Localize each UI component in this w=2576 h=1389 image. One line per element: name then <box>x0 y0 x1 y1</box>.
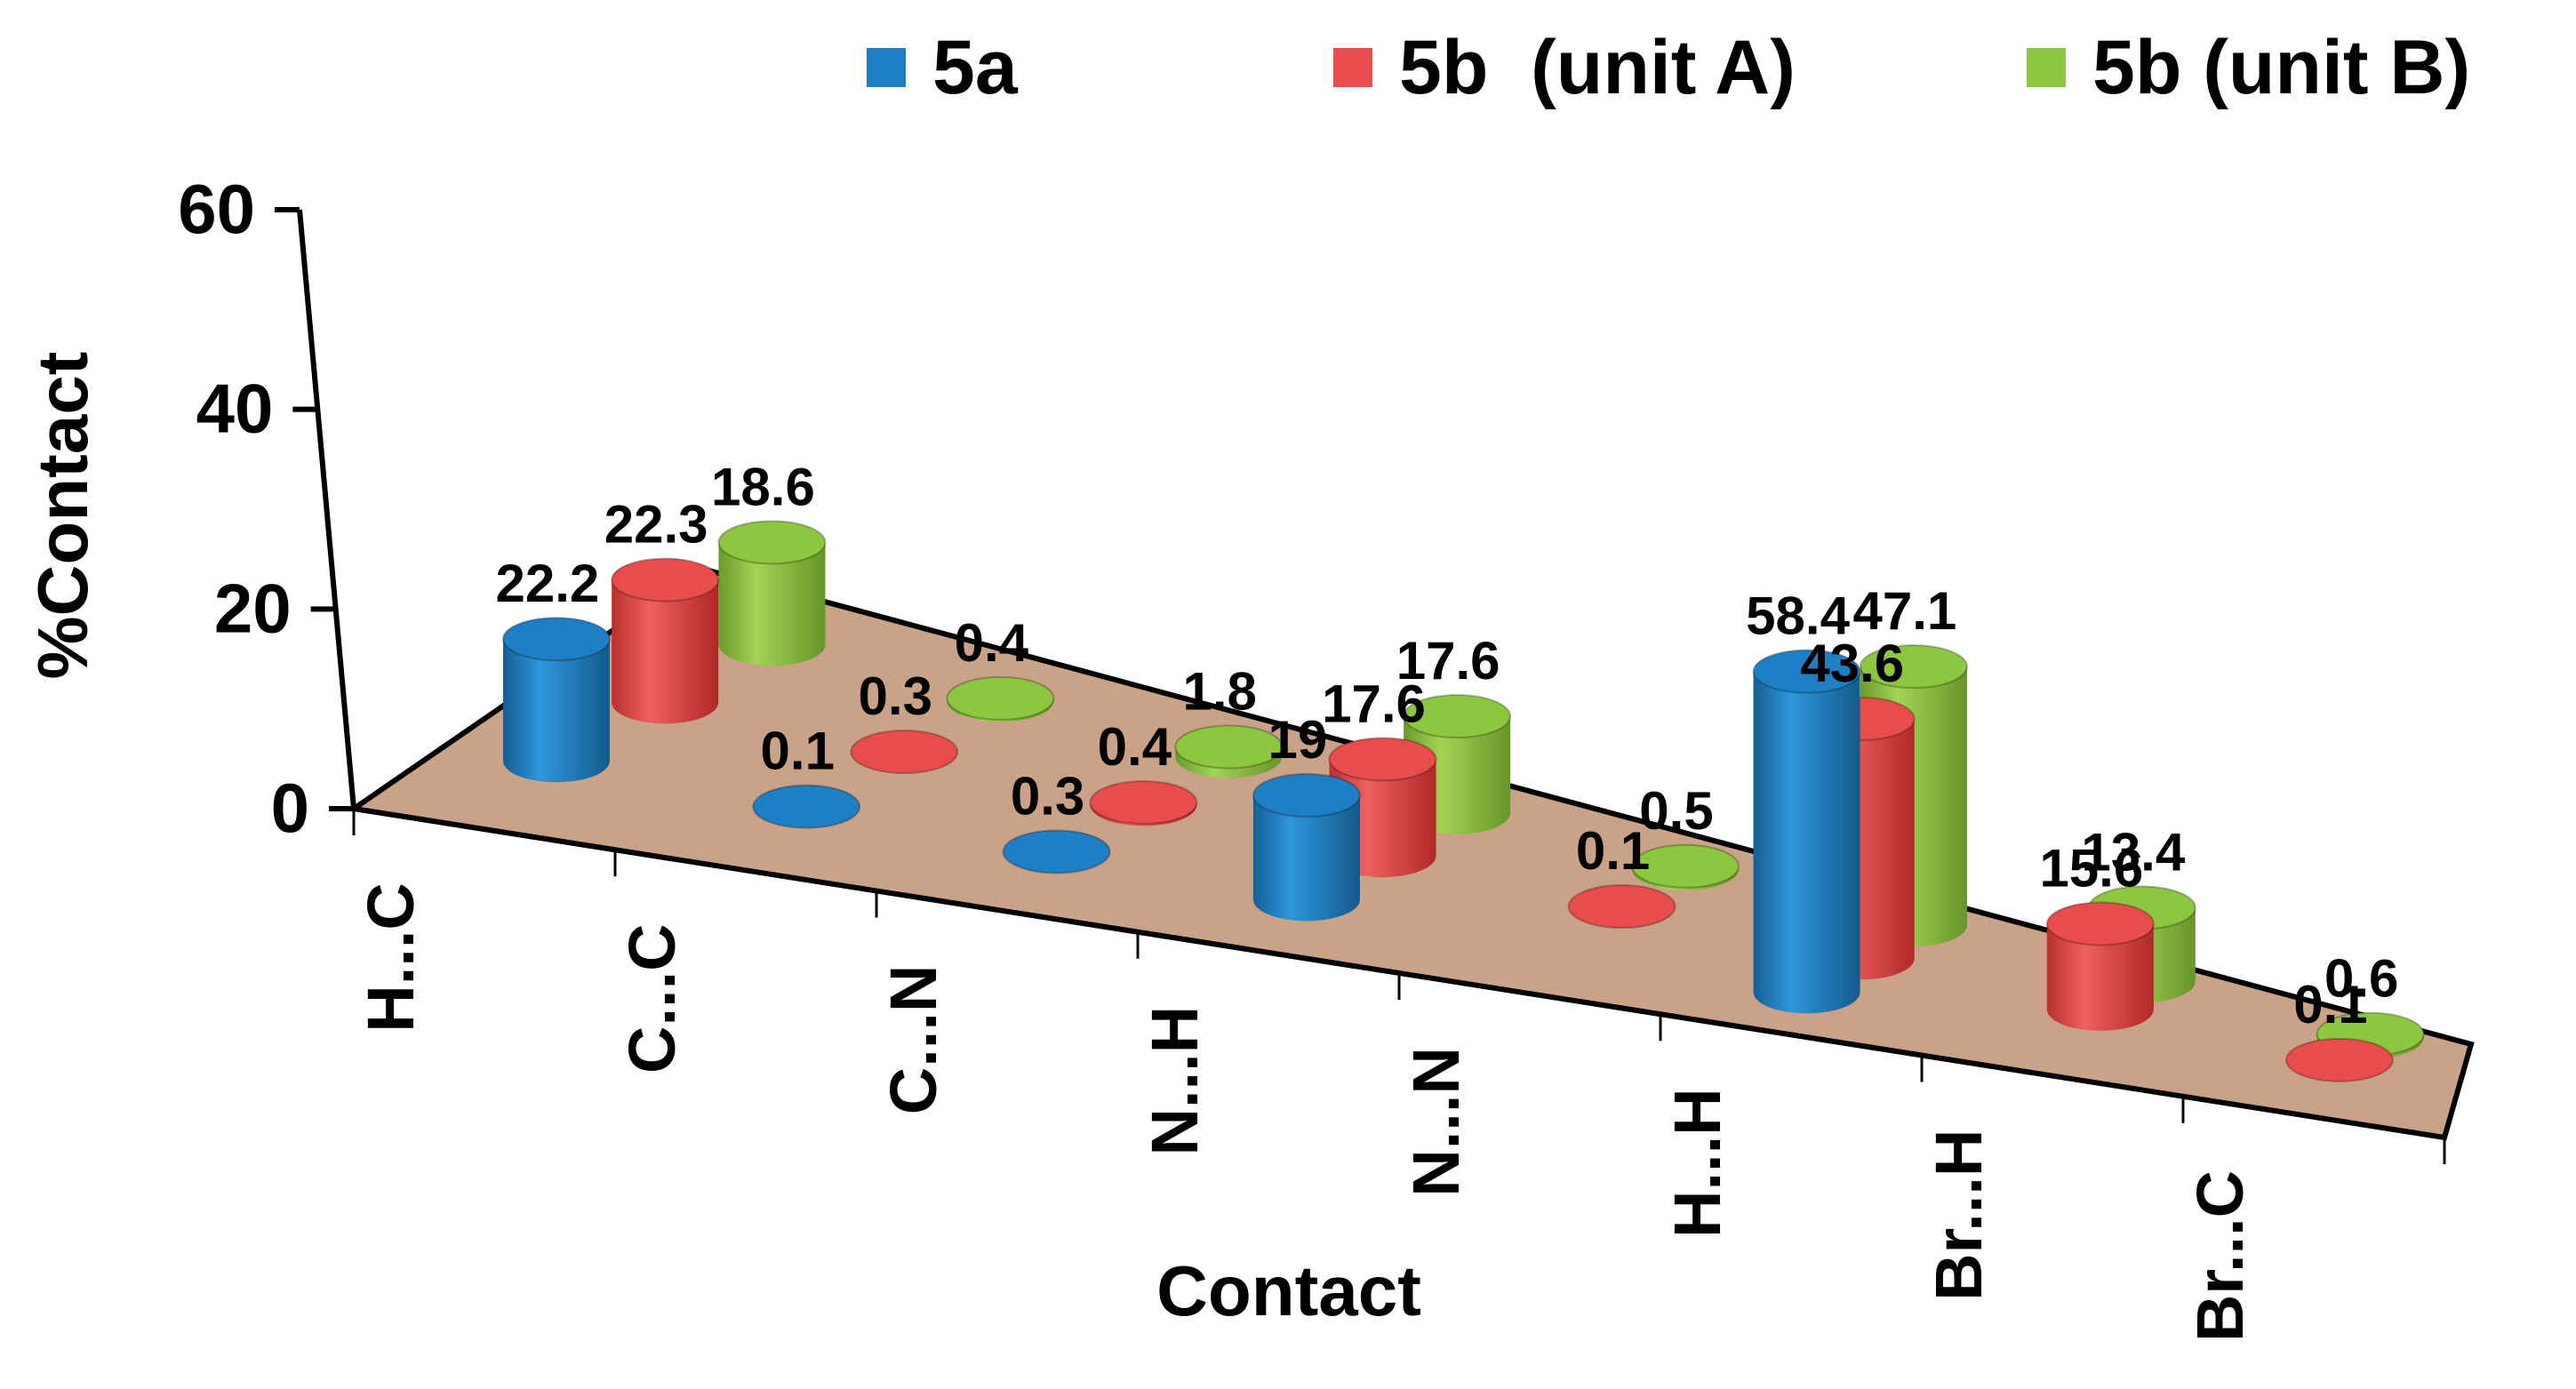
bar-body <box>502 639 610 783</box>
legend-label-5b-unit-b: 5b (unit B) <box>2092 25 2471 110</box>
bar-5a-c-n <box>1002 829 1111 874</box>
data-label-5b-unit-a-h-h: 43.6 <box>1800 634 1904 693</box>
y-tick-label: 0 <box>271 769 309 847</box>
category-label-br-h: Br...H <box>1922 1130 1996 1301</box>
legend-swatch-5a <box>867 48 906 87</box>
data-label-5b-unit-b-br-c: 0.6 <box>2324 949 2398 1009</box>
bar-top <box>850 730 959 775</box>
category-label-br-c: Br...C <box>2183 1170 2257 1342</box>
bars <box>501 520 2425 1082</box>
bar-body <box>612 579 719 724</box>
data-label-5b-unit-a-n-h: 17.6 <box>1322 674 1426 733</box>
category-label-c-n: C...N <box>876 965 950 1115</box>
bar-top <box>1567 884 1676 930</box>
y-axis-line <box>297 209 356 810</box>
legend-label-5b-unit-a: 5b (unit A) <box>1399 25 1796 110</box>
bar-top <box>1252 772 1361 818</box>
category-label-h-c: H...C <box>354 882 428 1033</box>
bar-5a-n-h <box>1252 772 1361 922</box>
bar-5b-unit-a-br-c <box>2284 1037 2394 1082</box>
bar-5b-unit-b-h-c <box>717 520 827 667</box>
bar-top <box>752 784 861 829</box>
bar-body <box>1753 671 1860 1014</box>
bar-5a-c-c <box>752 784 861 829</box>
data-label-5b-unit-b-n-h: 17.6 <box>1396 631 1500 691</box>
data-label-5b-unit-b-n-n: 0.5 <box>1639 781 1713 841</box>
bar-5a-h-h <box>1752 649 1861 1014</box>
legend-item-5b-unit-a: 5b (unit A) <box>1333 23 1796 112</box>
bar-top <box>717 520 827 565</box>
y-tick-label: 20 <box>214 569 292 647</box>
bar-top <box>611 557 720 603</box>
category-label-h-h: H...H <box>1660 1088 1734 1238</box>
x-ticks <box>352 809 2446 1164</box>
legend-item-5a: 5a <box>867 23 1018 112</box>
legend-swatch-5b-unit-a <box>1333 48 1372 87</box>
data-label-5a-h-c: 22.2 <box>496 554 600 613</box>
x-axis-title: Contact <box>1156 1251 1421 1330</box>
bar-top <box>1403 693 1512 738</box>
bar-5a-h-c <box>501 617 611 783</box>
bar-top <box>1089 780 1198 826</box>
data-label-5b-unit-a-c-c: 0.3 <box>859 667 932 726</box>
bar-top <box>1752 649 1861 694</box>
legend-label-5a: 5a <box>932 25 1018 110</box>
data-label-5b-unit-b-br-h: 13.4 <box>2081 822 2185 882</box>
bar-top <box>1002 829 1111 874</box>
data-label-5a-n-h: 19 <box>1268 710 1328 770</box>
y-axis-title: %Contact <box>23 352 102 680</box>
data-label-5a-c-c: 0.1 <box>761 722 835 781</box>
bar-top <box>501 617 611 662</box>
category-label-c-c: C...C <box>615 923 689 1074</box>
category-label-n-n: N...N <box>1399 1047 1473 1197</box>
data-label-5b-unit-b-h-c: 18.6 <box>711 457 815 516</box>
data-label-5a-h-h: 58.4 <box>1746 587 1850 646</box>
bar-top <box>946 675 1055 721</box>
data-label-5b-unit-a-c-n: 0.4 <box>1098 717 1172 777</box>
bar-top <box>1631 843 1740 889</box>
y-tick-label: 40 <box>196 370 274 448</box>
data-label-5b-unit-b-c-n: 1.8 <box>1183 661 1257 721</box>
data-label-5b-unit-a-h-c: 22.3 <box>604 495 708 555</box>
bar-5b-unit-a-c-n <box>1089 780 1198 826</box>
bar-5b-unit-b-c-n <box>1174 724 1284 778</box>
bar-5b-unit-a-br-h <box>2045 901 2155 1031</box>
bar-5b-unit-a-h-c <box>611 557 720 724</box>
data-labels: 18.60.41.817.60.547.113.40.622.30.30.417… <box>496 457 2399 1034</box>
bar-5b-unit-a-n-n <box>1567 884 1676 930</box>
bar-5b-unit-b-n-n <box>1631 843 1740 890</box>
bar-5b-unit-a-c-c <box>850 730 959 775</box>
data-label-5b-unit-b-h-h: 47.1 <box>1853 581 1957 641</box>
bar-body <box>718 542 826 667</box>
category-labels: H...C C...C C...N N...H N...N H...H Br...H Br..… <box>354 882 2257 1342</box>
data-label-5b-unit-a-n-n: 0.1 <box>1576 821 1650 881</box>
legend-swatch-5b-unit-b <box>2027 48 2066 87</box>
bar-top <box>2045 901 2155 946</box>
data-label-5b-unit-b-c-c: 0.4 <box>955 613 1029 673</box>
category-label-n-h: N...H <box>1138 1006 1212 1156</box>
y-tick-label: 60 <box>178 170 255 248</box>
legend-item-5b-unit-b: 5b (unit B) <box>2027 23 2470 112</box>
data-label-5b-unit-a-br-c: 0.1 <box>2293 975 2367 1034</box>
bar-top <box>1174 724 1284 770</box>
bar-body <box>1252 794 1360 922</box>
data-label-5b-unit-a-br-h: 15.6 <box>2039 838 2143 898</box>
data-label-5a-c-n: 0.3 <box>1011 766 1084 826</box>
bar-top <box>1859 644 1968 690</box>
bar-5b-unit-b-c-c <box>946 675 1055 722</box>
bar-body <box>2046 923 2154 1031</box>
bar-top <box>2284 1037 2394 1082</box>
bar-top <box>1328 737 1437 782</box>
y-ticks: 0 20 40 60 <box>178 170 354 847</box>
